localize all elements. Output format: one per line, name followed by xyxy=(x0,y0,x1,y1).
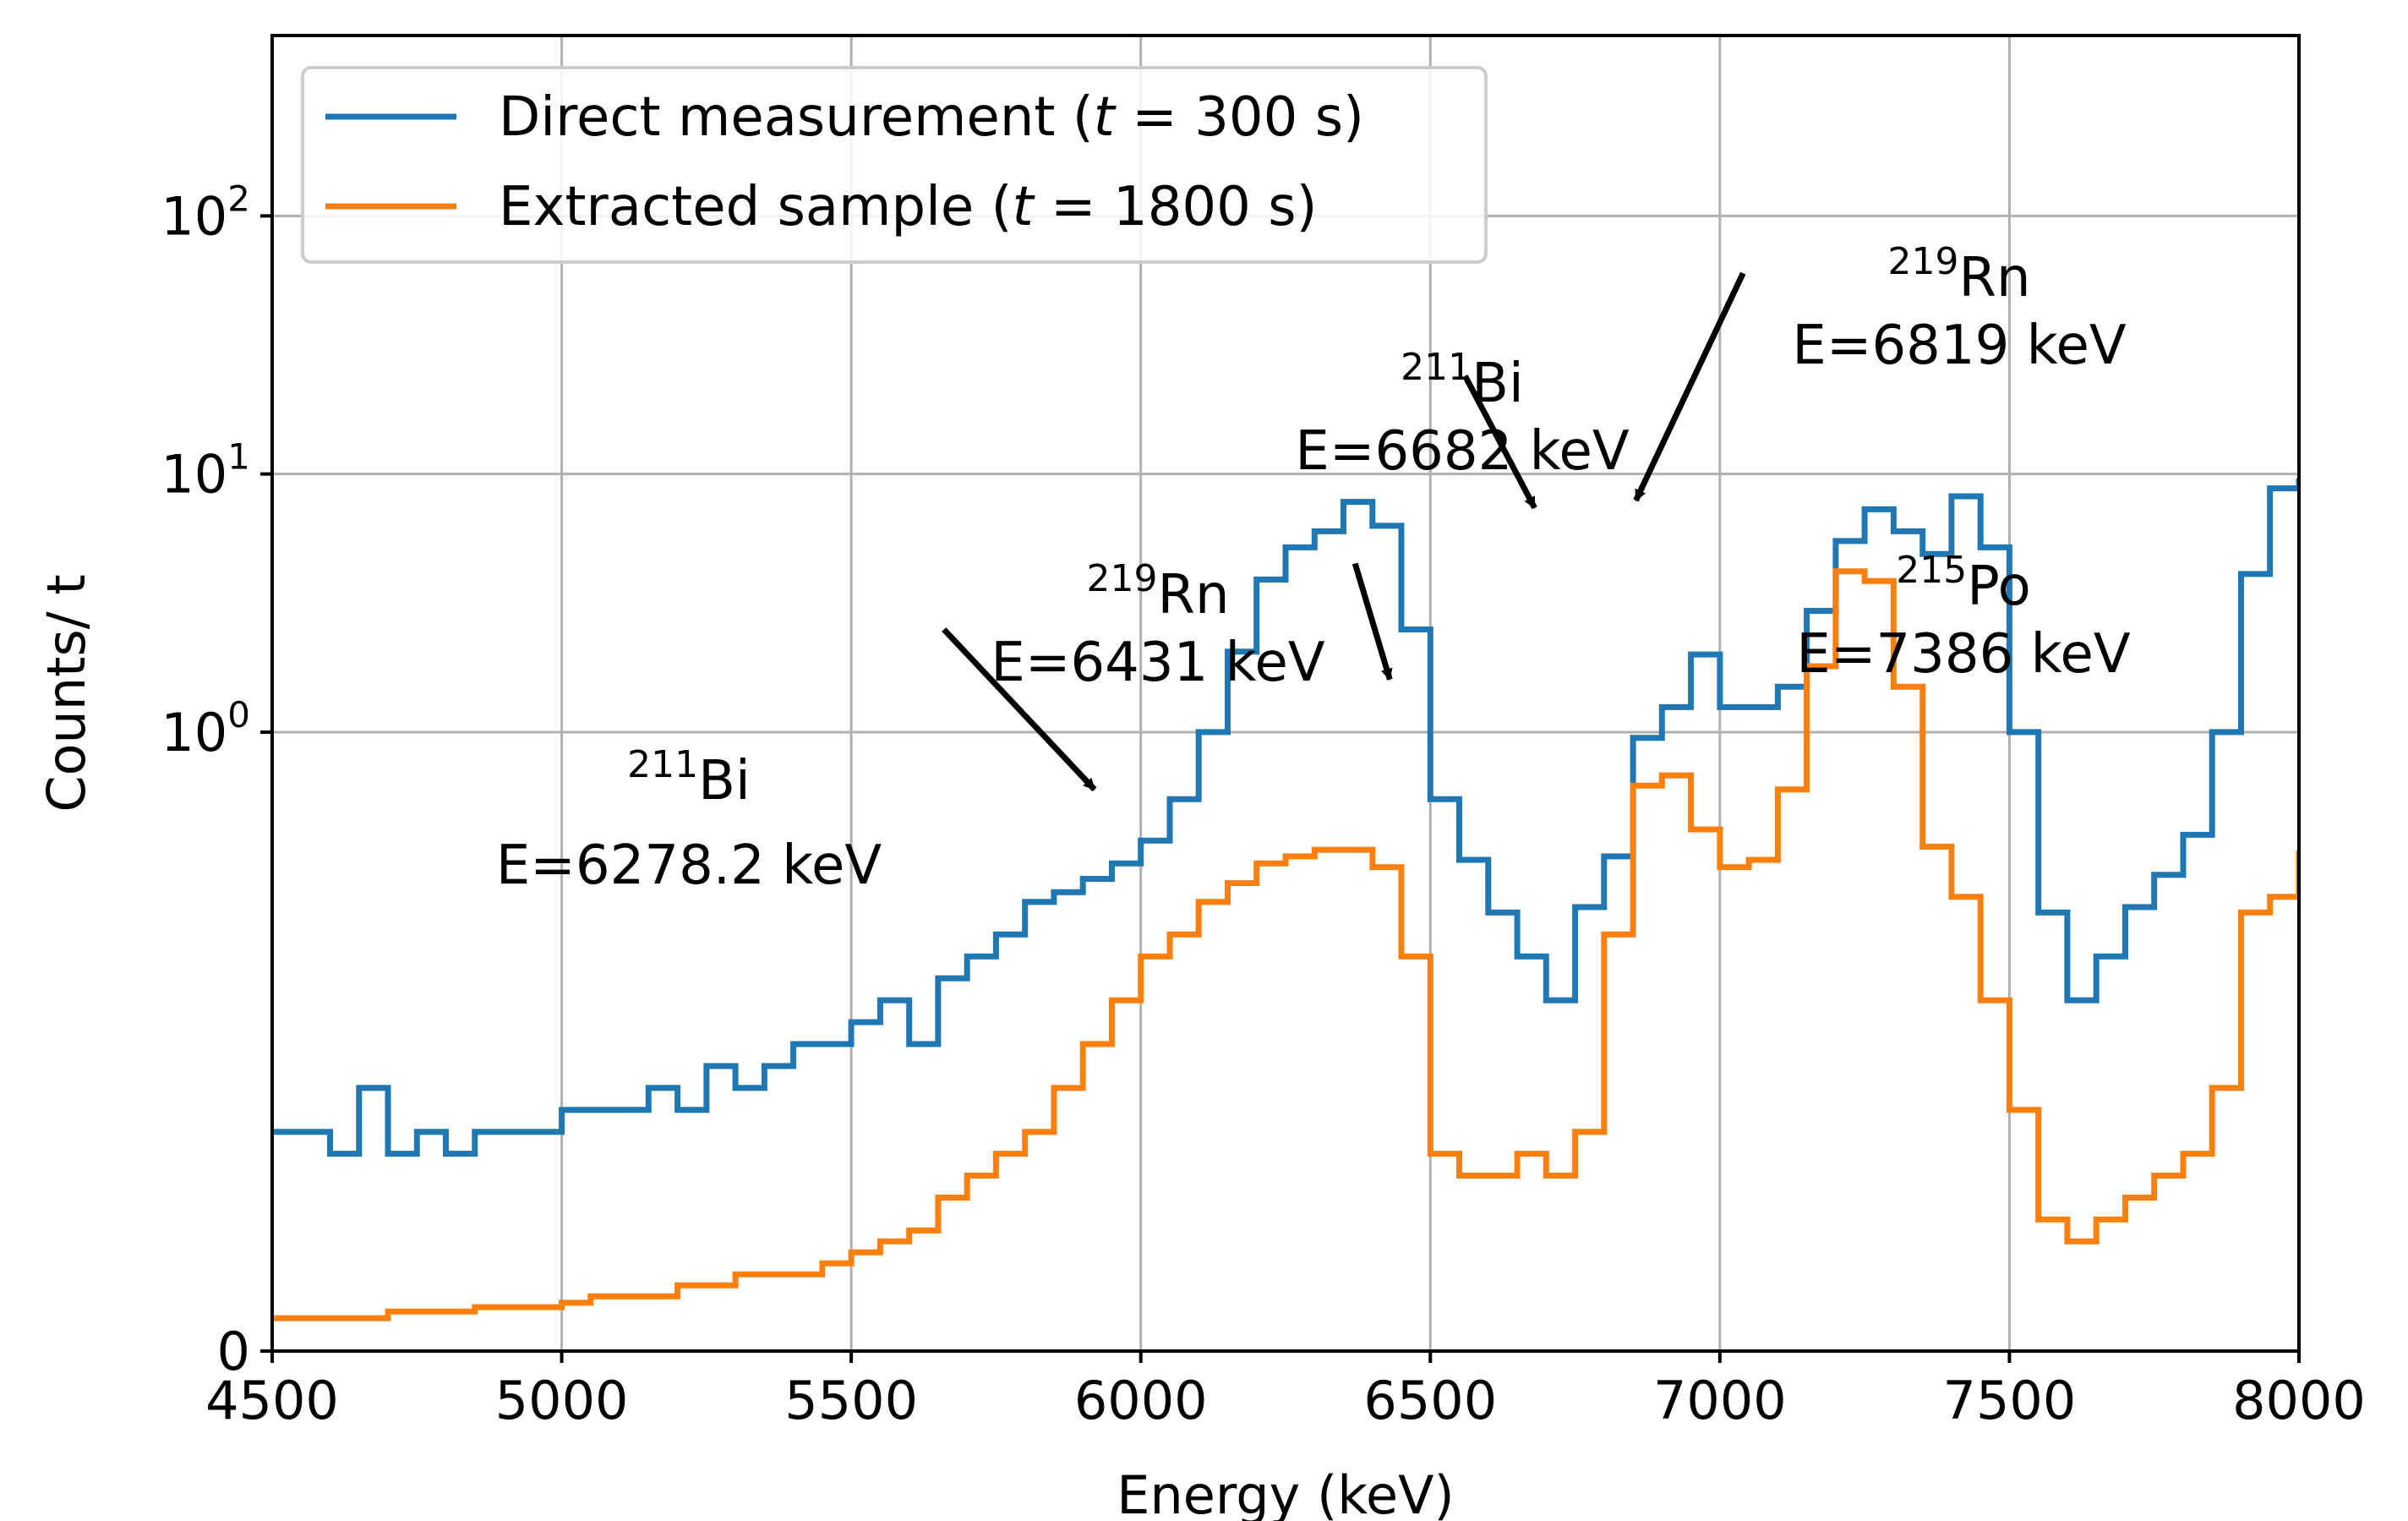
annotation-isotope: 215Po xyxy=(1896,549,2030,618)
annotation-energy: E=6431 keV xyxy=(991,632,1324,694)
legend-label: Direct measurement (t = 300 s) xyxy=(499,86,1364,149)
series-line xyxy=(272,478,2299,1157)
x-tick-label: 6500 xyxy=(1363,1370,1497,1431)
x-tick-label: 4500 xyxy=(205,1370,339,1431)
data-series xyxy=(272,478,2299,1321)
annotation-energy: E=6819 keV xyxy=(1792,315,2126,377)
axis-ticks: 4500 5000 5500 6000 6500 7000 7500 8000 0 100 101 1… xyxy=(161,178,2366,1431)
y-tick-label: 101 xyxy=(161,436,250,506)
annotation-arrow xyxy=(1462,374,1537,510)
legend-box xyxy=(301,66,1488,264)
annotation-arrow xyxy=(1633,271,1746,502)
x-tick-label: 5500 xyxy=(784,1370,918,1431)
annotation-isotope: 219Rn xyxy=(1086,557,1229,626)
annotation-energy: E=6682 keV xyxy=(1295,420,1629,483)
legend-label: Extracted sample (t = 1800 s) xyxy=(499,176,1318,238)
x-tick-label: 7500 xyxy=(1943,1370,2077,1431)
y-tick-label: 0 xyxy=(217,1321,250,1382)
legend: Direct measurement (t = 300 s) Extracted … xyxy=(301,66,1488,264)
plot-frame xyxy=(270,34,2301,1353)
annotation-isotope: 211Bi xyxy=(627,743,751,812)
annotation-arrow xyxy=(942,627,1097,792)
annotation-isotope: 211Bi xyxy=(1401,346,1524,415)
y-tick-label: 102 xyxy=(161,178,250,247)
annotation-energy: E=7386 keV xyxy=(1796,623,2130,686)
x-tick-label: 5000 xyxy=(495,1370,629,1431)
y-tick-label: 100 xyxy=(161,694,250,763)
x-tick-label: 7000 xyxy=(1653,1370,1787,1431)
x-tick-label: 6000 xyxy=(1074,1370,1208,1431)
annotation-arrow xyxy=(1351,562,1393,681)
x-axis-label: Energy (keV) xyxy=(1117,1464,1454,1521)
y-axis-label: Counts/ t xyxy=(35,574,97,812)
series-line xyxy=(272,568,2299,1321)
x-tick-label: 8000 xyxy=(2232,1370,2366,1431)
annotation-energy: E=6278.2 keV xyxy=(496,834,882,897)
annotation-isotope: 219Rn xyxy=(1887,240,2030,309)
